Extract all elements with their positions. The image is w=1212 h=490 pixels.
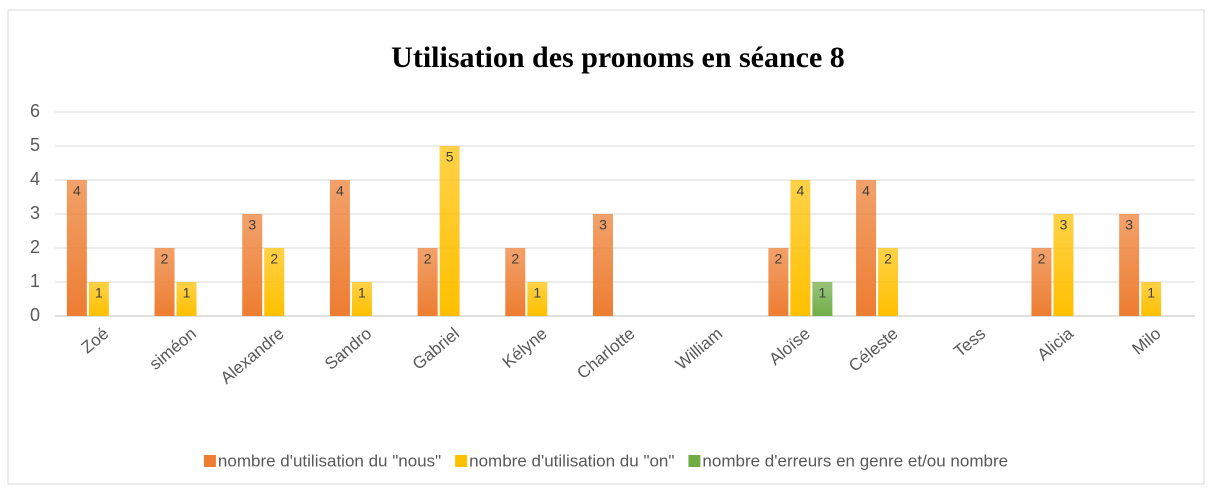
- data-label: 2: [161, 251, 169, 267]
- data-label: 2: [774, 251, 782, 267]
- y-tick-label: 3: [30, 203, 40, 223]
- bar: [351, 282, 372, 316]
- data-label: 3: [1060, 217, 1068, 233]
- y-tick-label: 5: [30, 135, 40, 155]
- legend-label: nombre d'utilisation du "nous": [218, 451, 441, 470]
- legend-swatch: [203, 455, 216, 467]
- data-label: 3: [1125, 217, 1133, 233]
- bar: [176, 282, 197, 316]
- y-tick-label: 4: [30, 169, 40, 189]
- bar: [505, 248, 526, 316]
- data-label: 4: [796, 183, 804, 199]
- bar: [1119, 214, 1140, 316]
- legend-swatch: [688, 455, 701, 467]
- data-label: 2: [884, 251, 892, 267]
- y-tick-label: 6: [30, 101, 40, 121]
- bar: [329, 180, 350, 316]
- bar: [1031, 248, 1052, 316]
- bar: [88, 282, 109, 316]
- data-label: 2: [1038, 251, 1046, 267]
- bar: [878, 248, 899, 316]
- data-label: 1: [183, 285, 191, 301]
- bar: [768, 248, 789, 316]
- bar: [439, 146, 460, 316]
- data-label: 1: [818, 285, 826, 301]
- data-label: 2: [511, 251, 519, 267]
- bar: [1053, 214, 1074, 316]
- data-label: 1: [358, 285, 366, 301]
- data-label: 4: [862, 183, 870, 199]
- data-label: 4: [336, 183, 344, 199]
- legend: nombre d'utilisation du "nous" nombre d'u…: [203, 451, 1008, 470]
- data-label: 3: [599, 217, 607, 233]
- bar: [417, 248, 438, 316]
- data-label: 1: [533, 285, 541, 301]
- y-tick-label: 1: [30, 271, 40, 291]
- data-label: 1: [95, 285, 103, 301]
- y-tick-label: 2: [30, 237, 40, 257]
- data-label: 4: [73, 183, 81, 199]
- bar: [66, 180, 87, 316]
- bar: [812, 282, 833, 316]
- data-label: 2: [270, 251, 278, 267]
- data-label: 3: [248, 217, 256, 233]
- bar: [527, 282, 548, 316]
- y-tick-label: 0: [30, 305, 40, 325]
- bar: [1141, 282, 1162, 316]
- data-label: 2: [424, 251, 432, 267]
- bar: [790, 180, 811, 316]
- bar: [593, 214, 613, 316]
- bar: [264, 248, 285, 316]
- legend-swatch: [455, 455, 468, 467]
- bar: [856, 180, 877, 316]
- data-label: 5: [446, 149, 454, 165]
- data-label: 1: [1147, 285, 1155, 301]
- legend-label: nombre d'erreurs en genre et/ou nombre: [702, 451, 1008, 470]
- legend-label: nombre d'utilisation du "on": [469, 451, 674, 470]
- chart-title: Utilisation des pronoms en séance 8: [391, 41, 845, 74]
- bar: [242, 214, 263, 316]
- bar: [154, 248, 175, 316]
